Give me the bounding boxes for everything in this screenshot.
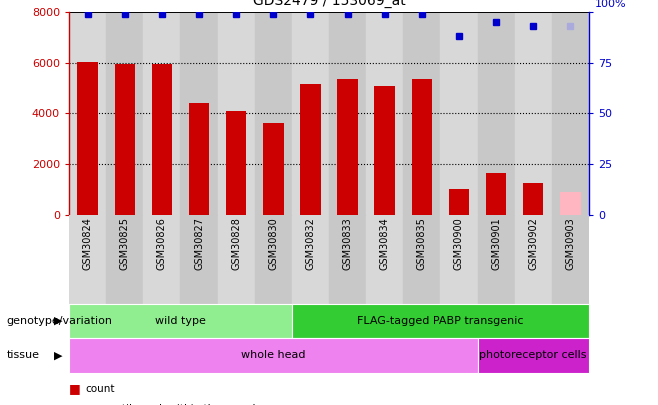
Text: GSM30826: GSM30826: [157, 217, 167, 270]
Text: genotype/variation: genotype/variation: [7, 316, 113, 326]
Bar: [143, 215, 180, 304]
Title: GDS2479 / 153069_at: GDS2479 / 153069_at: [253, 0, 405, 9]
Text: GSM30827: GSM30827: [194, 217, 204, 270]
Bar: [329, 215, 366, 304]
Bar: [152, 64, 172, 215]
Bar: [552, 12, 589, 215]
Text: GSM30830: GSM30830: [268, 217, 278, 270]
Bar: [143, 12, 180, 215]
Text: count: count: [86, 384, 115, 394]
Bar: [106, 215, 143, 304]
Bar: [523, 183, 544, 215]
Bar: [69, 338, 478, 373]
Bar: [403, 215, 440, 304]
Bar: [515, 215, 552, 304]
Bar: [449, 189, 469, 215]
Text: GSM30900: GSM30900: [454, 217, 464, 270]
Bar: [292, 215, 329, 304]
Text: wild type: wild type: [155, 316, 206, 326]
Text: GSM30825: GSM30825: [120, 217, 130, 270]
Bar: [440, 12, 478, 215]
Text: GSM30828: GSM30828: [231, 217, 241, 270]
Text: whole head: whole head: [241, 350, 305, 360]
Bar: [69, 215, 106, 304]
Bar: [69, 304, 292, 338]
Text: ■: ■: [69, 382, 81, 395]
Bar: [255, 215, 292, 304]
Text: photoreceptor cells: photoreceptor cells: [480, 350, 587, 360]
Bar: [226, 111, 246, 215]
Bar: [552, 215, 589, 304]
Text: tissue: tissue: [7, 350, 39, 360]
Text: GSM30824: GSM30824: [83, 217, 93, 270]
Bar: [255, 12, 292, 215]
Text: GSM30902: GSM30902: [528, 217, 538, 270]
Text: GSM30832: GSM30832: [305, 217, 315, 270]
Bar: [403, 12, 440, 215]
Bar: [515, 12, 552, 215]
Text: GSM30833: GSM30833: [343, 217, 353, 270]
Bar: [78, 62, 98, 215]
Text: 100%: 100%: [594, 0, 626, 9]
Bar: [189, 103, 209, 215]
Bar: [69, 12, 106, 215]
Text: ▶: ▶: [54, 350, 63, 360]
Bar: [366, 215, 403, 304]
Bar: [478, 12, 515, 215]
Text: ■: ■: [69, 403, 81, 405]
Bar: [218, 12, 255, 215]
Bar: [478, 215, 515, 304]
Bar: [412, 79, 432, 215]
Bar: [114, 64, 135, 215]
Text: ▶: ▶: [54, 316, 63, 326]
Bar: [300, 83, 320, 215]
Bar: [106, 12, 143, 215]
Bar: [180, 215, 218, 304]
Text: GSM30835: GSM30835: [417, 217, 427, 270]
Bar: [440, 215, 478, 304]
Text: GSM30901: GSM30901: [491, 217, 501, 270]
Bar: [374, 86, 395, 215]
Text: GSM30903: GSM30903: [565, 217, 575, 270]
Text: percentile rank within the sample: percentile rank within the sample: [86, 404, 261, 405]
Bar: [218, 215, 255, 304]
Bar: [180, 12, 218, 215]
Bar: [329, 12, 366, 215]
Bar: [366, 12, 403, 215]
Bar: [338, 79, 358, 215]
Bar: [292, 12, 329, 215]
Bar: [263, 123, 284, 215]
Text: GSM30834: GSM30834: [380, 217, 390, 270]
Bar: [486, 173, 506, 215]
Text: FLAG-tagged PABP transgenic: FLAG-tagged PABP transgenic: [357, 316, 524, 326]
Bar: [292, 304, 589, 338]
Bar: [478, 338, 589, 373]
Bar: [560, 192, 580, 215]
